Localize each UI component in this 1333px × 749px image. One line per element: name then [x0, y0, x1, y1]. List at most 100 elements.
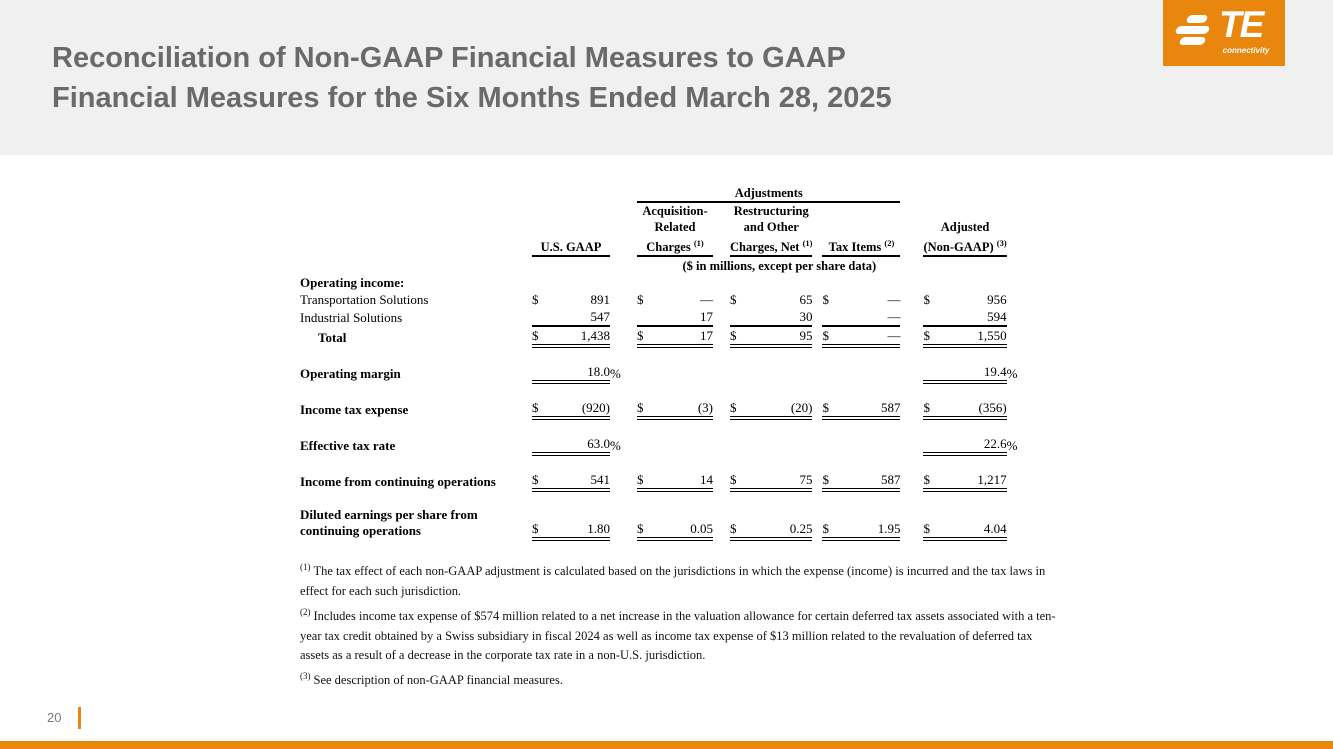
cell-percent-suffix: % — [1006, 366, 1018, 382]
cell-currency: $ — [637, 399, 657, 421]
cell-value — [750, 363, 812, 382]
cell-value: — — [842, 308, 901, 328]
row-label: Diluted earnings per share from continuin… — [300, 507, 532, 539]
table-row: Industrial Solutions 547 17 30 — 594 — [300, 308, 1027, 328]
cell-value: 18.0 — [552, 363, 610, 385]
footnote-1: (1) The tax effect of each non-GAAP adjus… — [300, 560, 1062, 602]
cell-value: 95 — [750, 326, 813, 349]
cell-currency: $ — [532, 399, 552, 421]
cell-currency — [822, 435, 842, 454]
cell-currency — [637, 435, 657, 454]
column-header-footnote-ref: (3) — [996, 238, 1007, 248]
cell-value: — — [842, 326, 901, 349]
cell-currency: $ — [637, 507, 657, 542]
cell-currency — [730, 363, 750, 382]
cell-value — [750, 274, 812, 291]
cell-value: 1.95 — [842, 507, 901, 542]
cell-value: 0.05 — [657, 507, 713, 542]
cell-currency — [730, 435, 750, 454]
cell-percent-suffix: % — [610, 438, 621, 454]
spacer-cell — [300, 346, 1027, 363]
spacer-cell — [713, 308, 730, 326]
cell-value — [842, 435, 900, 454]
row-label: Operating income: — [300, 275, 405, 291]
spacer-cell — [610, 308, 637, 326]
table-row: Income tax expense $ (920) $ (3) $ (20) $587 $ (3… — [300, 399, 1027, 421]
spacer-cell — [610, 326, 637, 346]
spacer-cell — [713, 202, 730, 256]
cell-percent-suffix: % — [610, 366, 621, 382]
spacer-cell — [300, 418, 1027, 435]
spacer-cell — [900, 399, 923, 418]
cell-currency: $ — [730, 326, 751, 349]
financial-table: Adjustments U.S. GAAP Acquisition- Related C… — [300, 184, 1027, 542]
spacer-cell — [610, 399, 637, 418]
cell-currency: $ — [637, 292, 644, 308]
logo-tagline: connectivity — [1222, 46, 1270, 55]
cell-value — [657, 435, 713, 454]
cell-currency — [532, 308, 552, 328]
spacer-cell — [1007, 399, 1027, 418]
spacer-cell — [900, 435, 923, 454]
spacer-cell — [300, 382, 1027, 399]
cell-value: (20) — [750, 399, 813, 421]
footnote-1-text: The tax effect of each non-GAAP adjustme… — [300, 564, 1046, 598]
spacer-cell — [900, 363, 923, 382]
table-row — [300, 382, 1027, 399]
footnote-2: (2) Includes income tax expense of $574 m… — [300, 605, 1062, 666]
column-header-line: Acquisition- — [642, 204, 708, 218]
cell-value — [842, 363, 900, 382]
table-row: Transportation Solutions $891 $ — $65 $ — $956 — [300, 291, 1027, 308]
spacer-cell — [713, 363, 730, 382]
cell-value: (920) — [552, 399, 610, 421]
column-header-footnote-ref: (1) — [693, 238, 704, 248]
cell-currency: $ — [637, 471, 657, 493]
table-row: Operating income: — [300, 274, 1027, 291]
footnotes: (1) The tax effect of each non-GAAP adjus… — [300, 560, 1062, 694]
row-label: Total — [318, 330, 347, 346]
cell-value: (3) — [657, 399, 713, 421]
cell-currency: $ — [822, 471, 843, 493]
footnote-1-marker: (1) — [300, 562, 311, 572]
spacer-cell — [900, 507, 923, 539]
footnote-2-marker: (2) — [300, 606, 311, 617]
spacer-cell — [713, 326, 730, 346]
table-row — [300, 490, 1027, 507]
cell-currency — [923, 274, 943, 291]
column-header: Tax Items (2) — [822, 202, 901, 258]
spacer-cell — [713, 471, 730, 490]
cell-currency — [822, 363, 842, 382]
column-header-footnote-ref: (2) — [884, 238, 895, 248]
cell-value — [944, 274, 1007, 291]
column-header: Adjusted (Non-GAAP) (3) — [923, 202, 1007, 258]
spacer-cell — [812, 435, 822, 454]
spacer-cell — [900, 308, 923, 326]
cell-value — [657, 274, 713, 291]
cell-value: 0.25 — [750, 507, 813, 542]
table-row: Total $1,438 $17 $95 $ — $1,550 — [300, 326, 1027, 349]
spacer-cell — [812, 291, 822, 308]
footnote-2-text: Includes income tax expense of $574 mill… — [300, 608, 1056, 663]
spacer-cell — [300, 202, 532, 256]
footnote-3: (3) See description of non-GAAP financial… — [300, 669, 1062, 691]
cell-value: (356) — [943, 399, 1007, 421]
column-header-line: Related — [654, 220, 696, 234]
table-row — [300, 418, 1027, 435]
row-label: Transportation Solutions — [300, 292, 429, 308]
cell-value: 1,438 — [552, 326, 610, 349]
spacer-cell — [812, 308, 822, 326]
spacer-cell — [812, 274, 822, 291]
spacer-cell — [900, 202, 923, 256]
spacer-cell — [713, 435, 730, 454]
row-label: Operating margin — [300, 366, 401, 382]
spacer-cell — [610, 274, 637, 291]
table-row — [300, 454, 1027, 471]
cell-value: 594 — [943, 308, 1007, 328]
spacer-cell — [610, 202, 637, 256]
spacer-cell — [1007, 308, 1027, 326]
cell-currency: $ — [532, 292, 539, 308]
cell-value: 547 — [552, 308, 610, 328]
cell-currency: $ — [822, 292, 829, 308]
cell-currency: $ — [730, 292, 737, 308]
spacer-cell — [610, 471, 637, 490]
